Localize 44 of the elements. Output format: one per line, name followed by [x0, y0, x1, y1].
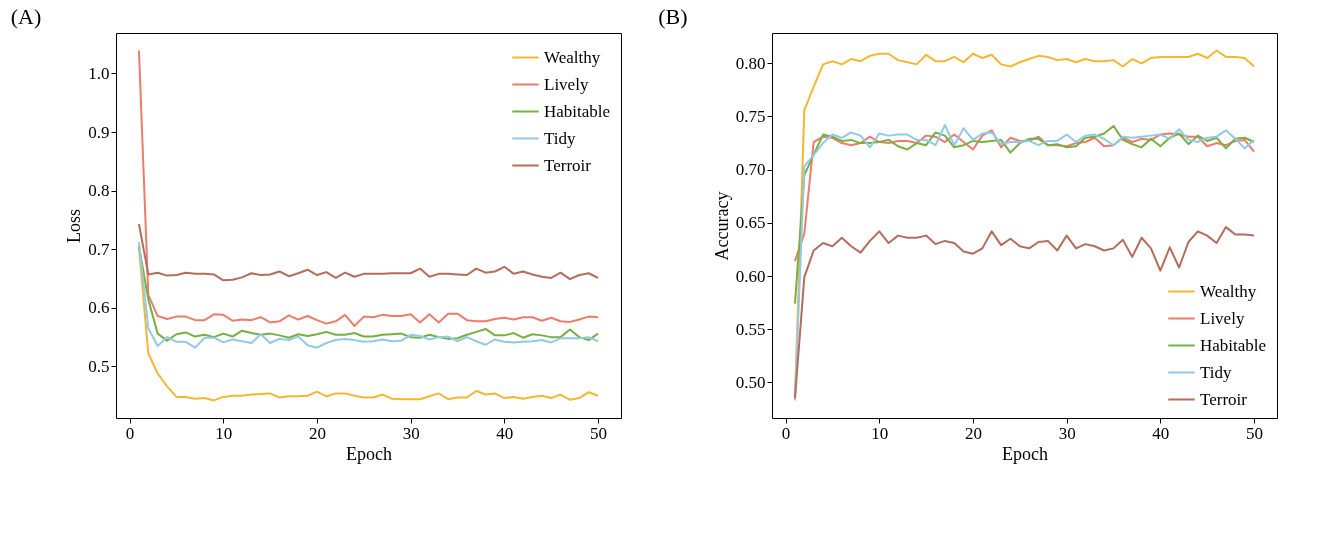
x-axis-title: Epoch — [346, 443, 392, 464]
chart-title: (B) — [658, 4, 688, 29]
x-tick-label: 10 — [215, 423, 233, 443]
y-tick-label: 0.50 — [735, 372, 766, 392]
y-tick-label: 0.5 — [88, 356, 110, 376]
x-tick-label: 20 — [308, 423, 326, 443]
x-tick-label: 40 — [1152, 423, 1170, 443]
y-tick-label: 1.0 — [88, 63, 110, 83]
line-series — [793, 125, 1256, 305]
x-tick-label: 0 — [125, 423, 135, 443]
y-tick-label: 0.65 — [735, 213, 766, 233]
x-tick-label: 0 — [781, 423, 791, 443]
x-tick-label: 10 — [871, 423, 889, 443]
x-tick-label: 50 — [590, 423, 608, 443]
chart-title: (A) — [10, 4, 42, 29]
legend-label: Wealthy — [544, 47, 601, 67]
x-tick-label: 30 — [1058, 423, 1076, 443]
y-tick-label: 0.60 — [735, 266, 766, 286]
legend-label: Terroir — [1200, 389, 1248, 409]
y-tick-label: 0.80 — [735, 53, 766, 73]
legend-label: Terroir — [544, 155, 592, 175]
line-series — [793, 129, 1256, 263]
line-series — [137, 223, 600, 282]
y-tick-label: 0.75 — [735, 106, 766, 126]
legend-label: Wealthy — [1200, 281, 1257, 301]
y-tick-label: 0.70 — [735, 160, 766, 180]
y-tick-label: 0.8 — [88, 181, 110, 201]
x-tick-label: 30 — [402, 423, 420, 443]
x-tick-label: 20 — [964, 423, 982, 443]
y-tick-label: 0.9 — [88, 122, 110, 142]
legend-label: Habitable — [1200, 335, 1267, 355]
y-axis-title: Accuracy — [711, 191, 732, 261]
y-axis-title: Loss — [64, 208, 85, 244]
legend-label: Lively — [544, 74, 589, 94]
legend-label: Tidy — [1200, 362, 1233, 382]
legend-label: Lively — [1200, 308, 1245, 328]
y-tick-label: 0.6 — [88, 298, 110, 318]
x-tick-label: 40 — [496, 423, 514, 443]
x-tick-label: 50 — [1246, 423, 1264, 443]
legend-label: Tidy — [544, 128, 577, 148]
x-axis-title: Epoch — [1002, 443, 1048, 464]
legend-label: Habitable — [544, 101, 611, 121]
y-tick-label: 0.55 — [735, 319, 766, 339]
y-tick-label: 0.7 — [88, 239, 110, 259]
